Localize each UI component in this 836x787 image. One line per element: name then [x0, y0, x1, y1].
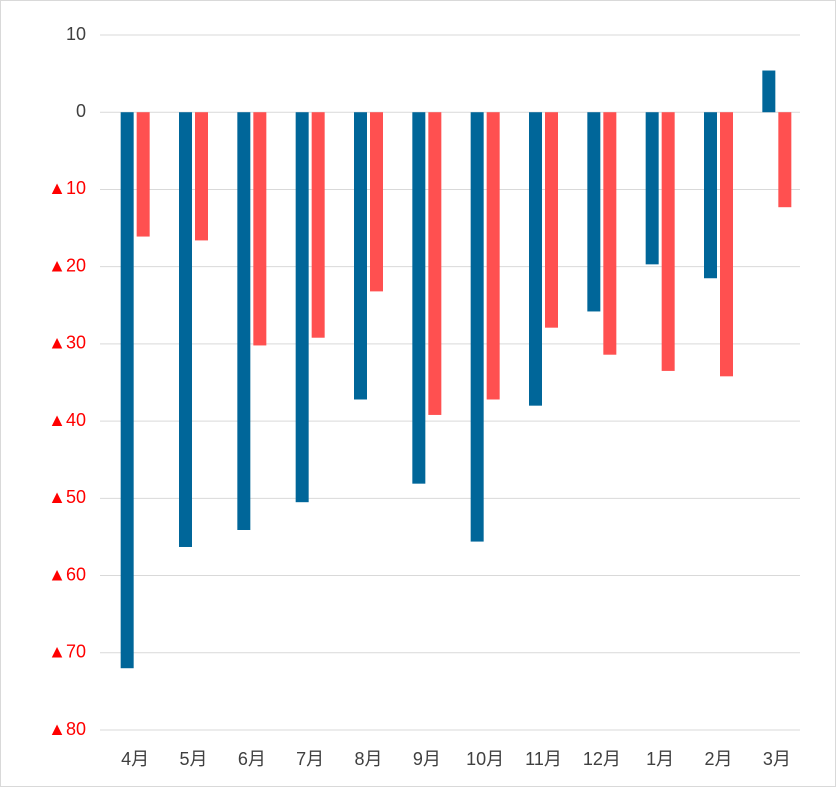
y-tick-label: ▲50 [48, 487, 86, 507]
x-tick-label: 2月 [704, 749, 732, 769]
y-tick-label: ▲60 [48, 564, 86, 584]
bar [720, 112, 733, 377]
bar [778, 112, 792, 208]
bar [545, 112, 558, 328]
bar [120, 112, 134, 669]
bar [645, 112, 659, 265]
y-tick-label: ▲40 [48, 410, 86, 430]
y-tick-label: ▲70 [48, 642, 86, 662]
bar [587, 112, 601, 312]
y-tick-label: 0 [76, 101, 86, 121]
bar [661, 112, 675, 371]
bar [603, 112, 617, 355]
bar [179, 112, 192, 547]
x-tick-label: 7月 [296, 749, 324, 769]
bar [412, 112, 426, 484]
bar [529, 112, 542, 406]
bar [486, 112, 500, 400]
bar [428, 112, 442, 415]
bar [237, 112, 251, 530]
x-tick-label: 12月 [583, 749, 621, 769]
x-tick-label: 4月 [121, 749, 149, 769]
y-tick-label: 10 [66, 24, 86, 44]
y-tick-label: ▲30 [48, 333, 86, 353]
y-tick-label: ▲20 [48, 255, 86, 275]
x-tick-label: 3月 [763, 749, 791, 769]
bar [470, 112, 484, 542]
bar [136, 112, 150, 237]
x-tick-label: 5月 [179, 749, 207, 769]
x-tick-label: 1月 [646, 749, 674, 769]
x-tick-label: 9月 [413, 749, 441, 769]
bar [253, 112, 267, 346]
bar [195, 112, 208, 241]
y-tick-label: ▲80 [48, 719, 86, 739]
bar [295, 112, 309, 503]
bar [311, 112, 325, 338]
bar [704, 112, 717, 279]
x-tick-label: 11月 [525, 749, 562, 769]
x-tick-label: 8月 [354, 749, 382, 769]
bar [370, 112, 383, 292]
bar [762, 70, 776, 113]
y-tick-label: ▲10 [48, 178, 86, 198]
x-tick-label: 6月 [238, 749, 266, 769]
x-tick-label: 10月 [466, 749, 504, 769]
bar [354, 112, 367, 400]
